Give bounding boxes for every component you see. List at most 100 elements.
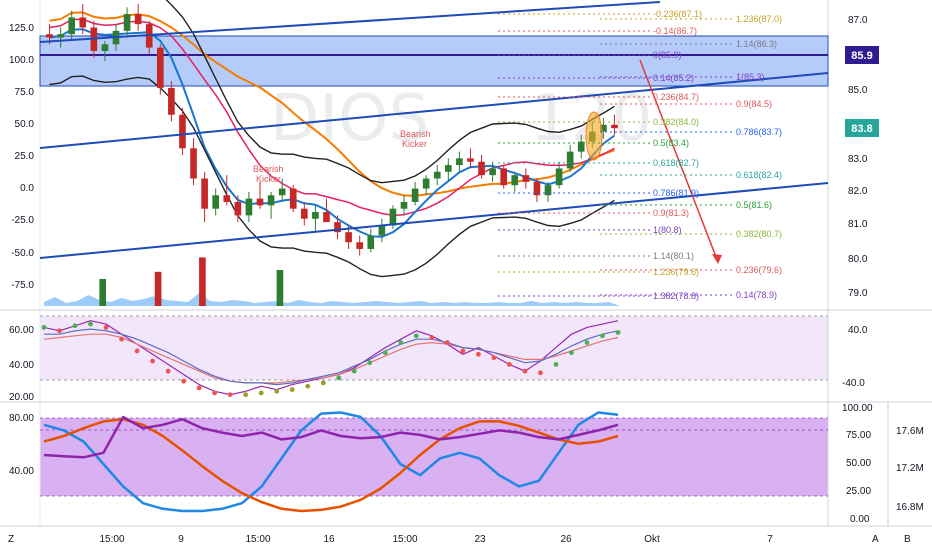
psar-dot (165, 368, 171, 374)
volume-area (44, 293, 620, 306)
candle-body (234, 201, 242, 216)
psar-dot (413, 333, 419, 339)
left-tick: 100.0 (9, 55, 34, 66)
volume-tick: 17.2M (896, 463, 924, 474)
candle-body (79, 17, 87, 28)
psar-dot (398, 340, 404, 345)
stoch-tick: 0.00 (850, 514, 870, 525)
psar-dot (538, 370, 543, 376)
candle-body (600, 124, 607, 132)
svg-text:83.8: 83.8 (851, 123, 872, 135)
candle-body (467, 158, 474, 162)
price-tick: 82.0 (848, 186, 868, 197)
candle-body (456, 158, 463, 166)
candle-body (46, 34, 53, 38)
psar-dot (134, 348, 140, 354)
fib-label: 1.236(87.0) (736, 14, 782, 24)
candle-body (444, 165, 452, 172)
candle-body (334, 222, 341, 233)
candle-body (289, 188, 297, 209)
rsi-tick: 40.0 (848, 325, 868, 336)
price-tick: 85.0 (848, 85, 868, 96)
fib-label: 1.14(86.3) (736, 39, 777, 49)
time-label: 15:00 (99, 534, 124, 545)
candle-body (489, 168, 496, 176)
stoch-line (43, 415, 619, 459)
fib-label: 0.14(85.2) (653, 73, 694, 83)
stoch-band (40, 418, 828, 496)
candle-body (345, 232, 352, 243)
volume-bar (276, 270, 284, 306)
left-tick: 125.0 (9, 23, 34, 34)
fib-label: 0(85.9) (653, 50, 682, 60)
stoch-tick: 50.00 (846, 458, 871, 469)
candle-body (522, 175, 530, 182)
psar-dot (444, 340, 450, 345)
time-label: 7 (767, 534, 773, 545)
candle-body (411, 188, 419, 202)
stoch-tick: 25.00 (846, 486, 871, 497)
fib-label: 0.618(82.7) (653, 158, 699, 168)
highlight-marker (585, 111, 603, 161)
stoch-tick: 100.00 (842, 403, 873, 414)
bollinger-lower (49, 75, 615, 278)
fib-label: 1(80.8) (653, 225, 682, 235)
candle-body (422, 178, 430, 189)
psar-dot (382, 350, 388, 356)
candle-body (555, 168, 563, 186)
psar-dot (150, 358, 155, 364)
fib-label: 0.14(78.9) (736, 290, 777, 300)
psar-dot (320, 380, 326, 386)
current-price-badge: 83.8 (845, 119, 879, 137)
left-stoch-tick: 80.00 (9, 413, 34, 424)
candle-body (57, 34, 64, 38)
candle-body (511, 175, 519, 186)
log-scale-button[interactable]: B (904, 534, 911, 545)
fib-label: 0.5(83.4) (653, 138, 689, 148)
candle-body (544, 185, 552, 196)
candle-body (312, 212, 319, 219)
candle-body (223, 195, 231, 202)
rsi-line (43, 333, 619, 384)
auto-scale-button[interactable]: A (872, 534, 879, 545)
fib-label: 0.618(82.4) (736, 170, 782, 180)
left-tick: 0.0 (20, 183, 34, 194)
psar-dot (522, 368, 528, 374)
psar-dot (336, 375, 342, 381)
psar-dot (72, 323, 78, 329)
candle-body (101, 44, 109, 51)
left-tick: -50.0 (11, 248, 34, 259)
fib-label: -0.236(87.1) (653, 9, 702, 19)
fib-label: 0.236(84.7) (653, 92, 699, 102)
psar-dot (103, 325, 109, 330)
psar-dot (367, 360, 373, 366)
moving-average-orange (49, 11, 615, 197)
left-tick: -75.0 (11, 280, 34, 291)
psar-dot (351, 368, 357, 374)
candle-body (123, 14, 131, 31)
fib-label: 0.786(81.9) (653, 188, 699, 198)
candle-body (267, 195, 275, 206)
psar-dot (615, 330, 621, 335)
price-pane (39, 0, 829, 306)
fib-label: 0.382(84.0) (653, 117, 699, 127)
price-tick: 87.0 (848, 15, 868, 26)
candle-body (190, 148, 197, 179)
stoch-line (43, 411, 619, 513)
fib-label: 0.236(79.6) (736, 265, 782, 275)
price-tick: 84.0 (848, 19, 868, 30)
time-label: 26 (560, 534, 572, 545)
fib-label: 0.382(80.7) (736, 229, 782, 239)
psar-dot (274, 388, 280, 394)
left-tick: 25.0 (15, 151, 35, 162)
zoom-button[interactable]: Z (8, 534, 14, 545)
time-label: 9 (178, 534, 184, 545)
stoch-tick: 75.00 (846, 430, 871, 441)
fib-label: 0.9(84.5) (736, 99, 772, 109)
candle-body (433, 171, 441, 179)
fib-label: 1(85.3) (736, 72, 765, 82)
candle-body (478, 161, 485, 176)
candle-body (400, 201, 408, 209)
candle-body (134, 14, 142, 25)
